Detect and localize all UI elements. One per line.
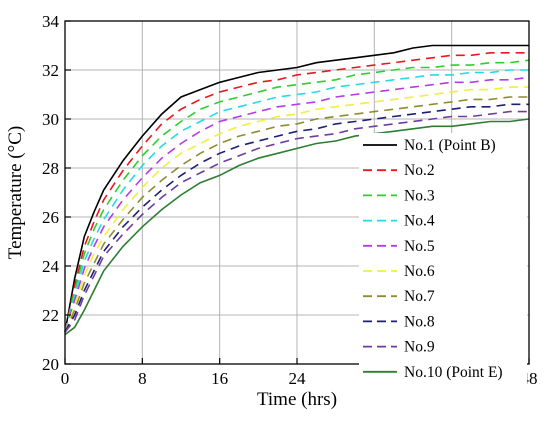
y-tick-label: 26 — [42, 208, 59, 227]
y-tick-label: 28 — [42, 159, 59, 178]
y-tick-label: 32 — [42, 61, 59, 80]
legend-background — [359, 133, 527, 385]
legend-label: No.7 — [404, 288, 435, 305]
x-tick-label: 0 — [61, 369, 70, 388]
legend-label: No.9 — [404, 339, 435, 356]
y-tick-label: 34 — [42, 12, 60, 31]
x-axis-title: Time (hrs) — [257, 389, 337, 410]
y-tick-label: 20 — [42, 355, 59, 374]
legend-label: No.4 — [404, 213, 435, 230]
legend-label: No.2 — [404, 162, 435, 179]
x-tick-label: 8 — [138, 369, 147, 388]
series-line — [64, 59, 530, 333]
legend-label: No.6 — [404, 263, 435, 280]
x-tick-label: 16 — [211, 369, 228, 388]
series-line — [64, 96, 529, 333]
series-line — [64, 52, 529, 333]
legend-label: No.3 — [404, 187, 435, 204]
series-line — [64, 103, 529, 333]
x-tick-label: 24 — [289, 369, 307, 388]
series-line — [64, 110, 529, 333]
legend-label: No.5 — [404, 238, 435, 255]
series-line — [64, 69, 529, 333]
y-tick-label: 30 — [42, 110, 59, 129]
series-line — [64, 86, 529, 333]
legend: No.1 (Point B) No.2 No.3 No.4 No.5 No.6 No.7 No… — [359, 133, 527, 385]
y-axis-title: Temperature (°C) — [5, 126, 26, 259]
legend-label: No.10 (Point E) — [404, 364, 503, 381]
series-lines — [64, 44, 530, 336]
y-tick-label: 22 — [42, 306, 59, 325]
legend-label: No.1 (Point B) — [404, 137, 496, 154]
series-line — [64, 76, 530, 333]
y-tick-label: 24 — [42, 257, 60, 276]
legend-label: No.8 — [404, 313, 435, 330]
series-line — [64, 118, 530, 336]
series-line — [64, 44, 529, 333]
